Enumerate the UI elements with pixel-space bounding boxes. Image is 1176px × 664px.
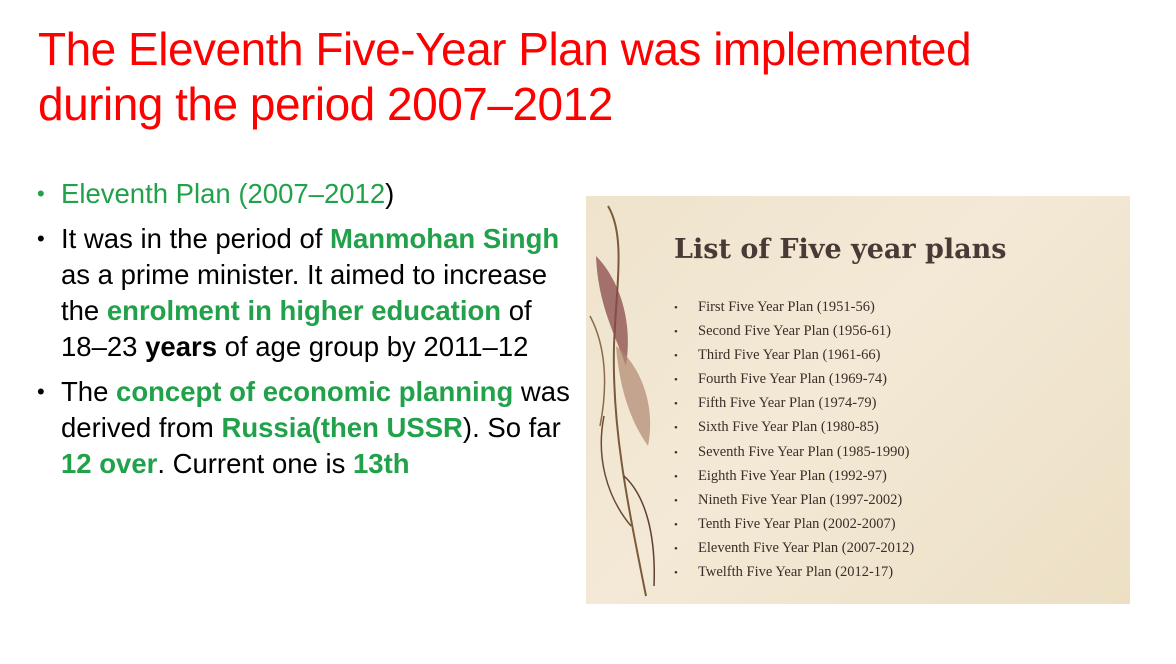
bullet-dot-icon: • bbox=[674, 470, 678, 483]
bullet-dot-icon: • bbox=[674, 374, 678, 387]
bullet-1-tail: ) bbox=[385, 178, 395, 209]
bullet-2-text-3: of 18–23 bbox=[61, 295, 532, 362]
plan-item-label: Twelfth Five Year Plan (2012-17) bbox=[698, 564, 894, 581]
bullet-dot-icon: • bbox=[674, 398, 678, 411]
plan-item-label: Sixth Five Year Plan (1980-85) bbox=[698, 419, 879, 436]
plan-item-label: Third Five Year Plan (1961-66) bbox=[698, 347, 881, 364]
plan-item-label: Fifth Five Year Plan (1974-79) bbox=[698, 395, 877, 412]
plan-item-label: Fourth Five Year Plan (1969-74) bbox=[698, 371, 887, 388]
bullet-list: • Eleventh Plan (2007–2012) • It was in … bbox=[34, 176, 574, 491]
bullet-dot-icon: • bbox=[674, 494, 678, 507]
bullet-dot-icon: • bbox=[37, 379, 45, 404]
bullet-dot-icon: • bbox=[674, 446, 678, 459]
bullet-3-text-2: was derived from bbox=[61, 376, 570, 443]
bullet-2-text-1: It was in the period of bbox=[61, 223, 331, 254]
plans-list: • First Five Year Plan (1951-56) • Second … bbox=[674, 295, 914, 584]
bullet-item-1: • Eleventh Plan (2007–2012) bbox=[34, 176, 574, 212]
bullet-3-text-4: . Current one is bbox=[157, 448, 353, 479]
plan-item: • Fourth Five Year Plan (1969-74) bbox=[674, 367, 914, 391]
bullet-dot-icon: • bbox=[37, 181, 45, 206]
bullet-dot-icon: • bbox=[674, 326, 678, 339]
plan-item-label: Nineth Five Year Plan (1997-2002) bbox=[698, 491, 903, 508]
plan-item: • Seventh Five Year Plan (1985-1990) bbox=[674, 440, 914, 464]
bullet-dot-icon: • bbox=[674, 422, 678, 435]
plan-item: • Sixth Five Year Plan (1980-85) bbox=[674, 415, 914, 439]
plan-item-label: Second Five Year Plan (1956-61) bbox=[698, 323, 891, 340]
plan-item: • Nineth Five Year Plan (1997-2002) bbox=[674, 488, 914, 512]
plan-item: • Second Five Year Plan (1956-61) bbox=[674, 319, 914, 343]
plan-item: • Tenth Five Year Plan (2002-2007) bbox=[674, 512, 914, 536]
count-highlight: 12 over bbox=[61, 448, 158, 479]
bullet-3-text-1: The bbox=[61, 376, 117, 407]
prime-minister-name: Manmohan Singh bbox=[330, 223, 560, 254]
russia-highlight: Russia(then USSR bbox=[221, 412, 463, 443]
five-year-plans-image: List of Five year plans • First Five Year… bbox=[586, 196, 1130, 604]
dried-leaf-icon bbox=[589, 205, 655, 597]
current-plan-highlight: 13th bbox=[352, 448, 410, 479]
bullet-3-text-3: ). So far bbox=[462, 412, 561, 443]
bullet-item-2: • It was in the period of Manmohan Singh… bbox=[34, 221, 574, 365]
plan-item: • Fifth Five Year Plan (1974-79) bbox=[674, 391, 914, 415]
slide-title: The Eleventh Five-Year Plan was implemen… bbox=[38, 22, 1138, 132]
plan-item-label: Seventh Five Year Plan (1985-1990) bbox=[698, 443, 910, 460]
bullet-dot-icon: • bbox=[674, 350, 678, 363]
plan-item-label: Eighth Five Year Plan (1992-97) bbox=[698, 467, 887, 484]
plan-item: • Eleventh Five Year Plan (2007-2012) bbox=[674, 536, 914, 560]
plan-item: • Third Five Year Plan (1961-66) bbox=[674, 343, 914, 367]
bullet-2-text-2: as a prime minister. It aimed to increas… bbox=[61, 259, 548, 326]
plan-item: • Twelfth Five Year Plan (2012-17) bbox=[674, 560, 914, 584]
plan-item-label: Eleventh Five Year Plan (2007-2012) bbox=[698, 539, 915, 556]
plan-item-label: Tenth Five Year Plan (2002-2007) bbox=[698, 515, 896, 532]
bullet-dot-icon: • bbox=[674, 567, 678, 580]
bullet-dot-icon: • bbox=[674, 518, 678, 531]
bullet-2-text-4: of age group by 2011–12 bbox=[217, 331, 529, 362]
bullet-item-3: • The concept of economic planning was d… bbox=[34, 374, 574, 482]
bullet-dot-icon: • bbox=[37, 226, 45, 251]
economic-planning-highlight: concept of economic planning bbox=[116, 376, 514, 407]
image-title: List of Five year plans bbox=[674, 234, 1007, 265]
plan-period-text: Eleventh Plan (2007–2012 bbox=[61, 178, 386, 209]
years-bold: years bbox=[145, 331, 218, 362]
plan-item: • First Five Year Plan (1951-56) bbox=[674, 295, 914, 319]
plan-item: • Eighth Five Year Plan (1992-97) bbox=[674, 464, 914, 488]
bullet-dot-icon: • bbox=[674, 542, 678, 555]
slide-title-line-1: The Eleventh Five-Year Plan was implemen… bbox=[38, 23, 972, 75]
bullet-dot-icon: • bbox=[674, 302, 678, 314]
enrolment-highlight: enrolment in higher education bbox=[106, 295, 502, 326]
plan-item-label: First Five Year Plan (1951-56) bbox=[698, 299, 875, 315]
slide-title-line-2: during the period 2007–2012 bbox=[38, 78, 613, 130]
